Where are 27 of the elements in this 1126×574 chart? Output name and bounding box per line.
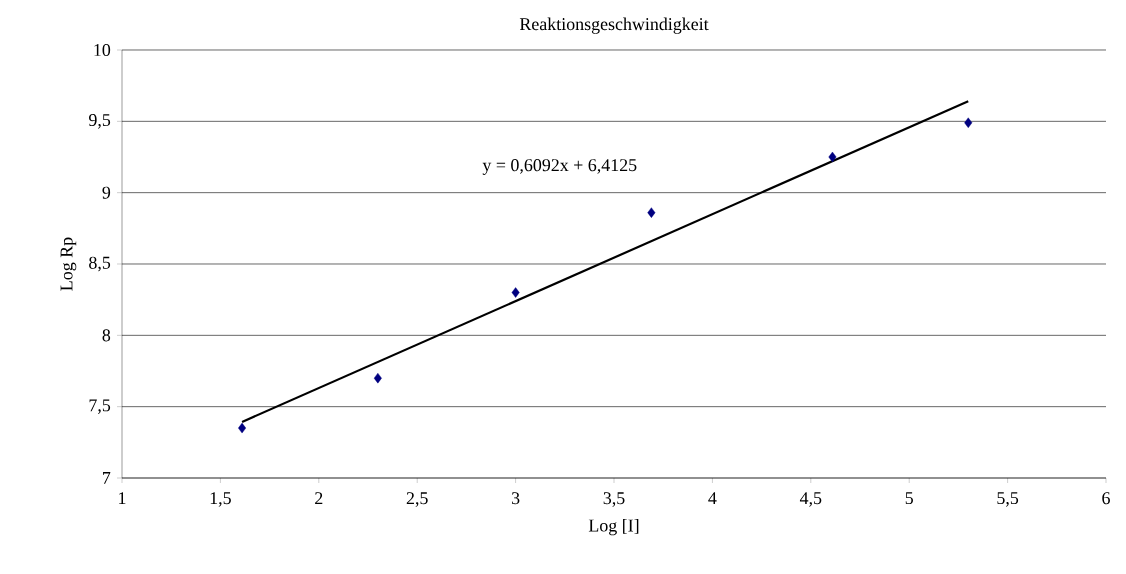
point: [373, 372, 382, 384]
y-tick-label: 7,5: [89, 399, 111, 414]
y-tick-label: 10: [94, 43, 111, 57]
y-axis-title: Log Rp: [60, 237, 77, 291]
point: [647, 207, 656, 218]
y-tick-label: 8: [102, 329, 111, 342]
x-tick-label: 3: [511, 492, 520, 505]
point: [964, 117, 973, 128]
x-tick-label: 1: [119, 492, 126, 505]
x-tick-label: 3,5: [603, 492, 625, 507]
y-tick-label: 8,5: [89, 256, 111, 272]
x-tick-label: 2,5: [406, 492, 428, 507]
x-tick-label: 6: [1102, 492, 1110, 505]
point: [511, 287, 520, 298]
x-tick-label: 4: [708, 492, 717, 504]
x-tick-label: 4,5: [799, 492, 822, 507]
x-tick-label: 5: [905, 492, 913, 505]
chart-title: Reaktionsgeschwindigkeit: [519, 17, 709, 34]
y-tick-label: 9: [102, 186, 111, 199]
annotation: y = 0,6092x + 6,4125: [482, 159, 637, 175]
y-tick-label: 7: [103, 472, 111, 484]
x-tick-label: 1,5: [210, 492, 231, 507]
y-tick-label: 9,5: [88, 114, 111, 129]
x-tick-label: 5,5: [997, 492, 1019, 507]
point: [828, 151, 837, 163]
x-axis-title: Log [I]: [588, 518, 639, 536]
x-tick-label: 2: [315, 492, 323, 505]
